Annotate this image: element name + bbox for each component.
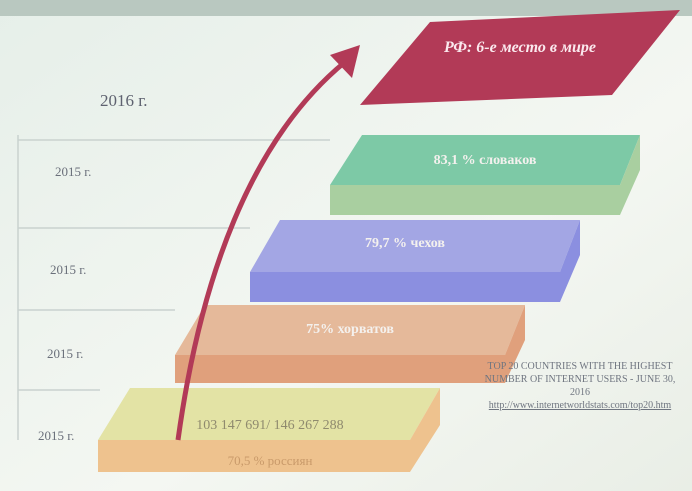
top-strip (0, 0, 692, 16)
step-label: 79,7 % чехов (365, 236, 445, 251)
year-label: 2015 г. (38, 428, 74, 443)
step-label: 83,1 % словаков (434, 153, 537, 168)
year-label: 2016 г. (100, 91, 148, 110)
step-label: 75% хорватов (306, 322, 394, 337)
step-label: 103 147 691/ 146 267 288 (196, 418, 343, 433)
year-label: 2015 г. (47, 346, 83, 361)
source-link[interactable]: http://www.internetworldstats.com/top20.… (480, 399, 680, 412)
banner-text: РФ: 6-е место в мире (443, 39, 596, 56)
year-label: 2015 г. (50, 262, 86, 277)
slide: РФ: 6-е место в мире 2016 г. 2015 г. 201… (0, 0, 692, 491)
source-title: TOP 20 COUNTRIES WITH THE HIGHEST NUMBER… (480, 360, 680, 399)
source-box: TOP 20 COUNTRIES WITH THE HIGHEST NUMBER… (480, 360, 680, 475)
year-label: 2015 г. (55, 164, 91, 179)
bottom-label: 70,5 % россиян (228, 453, 313, 468)
